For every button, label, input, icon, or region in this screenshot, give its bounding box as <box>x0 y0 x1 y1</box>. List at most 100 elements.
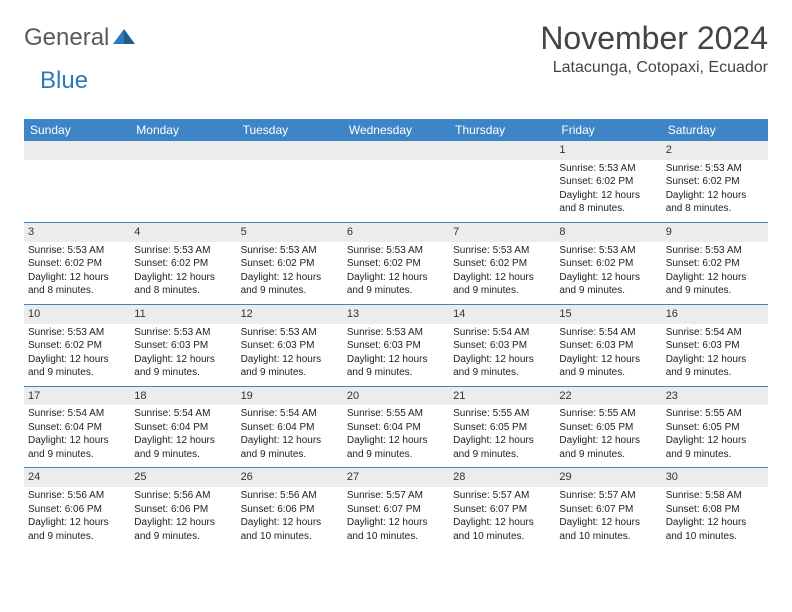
logo-text-general: General <box>24 24 109 52</box>
weekday-header: Wednesday <box>343 119 449 141</box>
day-line: Daylight: 12 hours and 9 minutes. <box>666 434 764 461</box>
day-line: Sunrise: 5:54 AM <box>666 326 764 340</box>
day-line: Daylight: 12 hours and 9 minutes. <box>559 434 657 461</box>
day-number: 6 <box>343 223 449 242</box>
day-number <box>449 141 555 160</box>
calendar-cell: 20Sunrise: 5:55 AMSunset: 6:04 PMDayligh… <box>343 386 449 468</box>
day-content: Sunrise: 5:53 AMSunset: 6:02 PMDaylight:… <box>662 242 768 304</box>
day-content: Sunrise: 5:53 AMSunset: 6:02 PMDaylight:… <box>343 242 449 304</box>
calendar-header-row: SundayMondayTuesdayWednesdayThursdayFrid… <box>24 119 768 141</box>
day-line: Sunrise: 5:53 AM <box>559 244 657 258</box>
weekday-header: Sunday <box>24 119 130 141</box>
day-line: Daylight: 12 hours and 10 minutes. <box>453 516 551 543</box>
day-line: Sunset: 6:03 PM <box>559 339 657 353</box>
day-line: Sunset: 6:02 PM <box>666 175 764 189</box>
day-line: Daylight: 12 hours and 8 minutes. <box>134 271 232 298</box>
day-line: Sunset: 6:03 PM <box>134 339 232 353</box>
day-line: Daylight: 12 hours and 10 minutes. <box>559 516 657 543</box>
day-content: Sunrise: 5:53 AMSunset: 6:02 PMDaylight:… <box>662 160 768 222</box>
day-content: Sunrise: 5:55 AMSunset: 6:05 PMDaylight:… <box>555 405 661 467</box>
day-line: Sunset: 6:03 PM <box>347 339 445 353</box>
day-number: 25 <box>130 468 236 487</box>
day-content: Sunrise: 5:53 AMSunset: 6:02 PMDaylight:… <box>24 242 130 304</box>
day-line: Daylight: 12 hours and 9 minutes. <box>559 353 657 380</box>
calendar-cell: 15 Sunrise: 5:54 AMSunset: 6:03 PMDayligh… <box>555 304 661 386</box>
day-line: Sunrise: 5:54 AM <box>559 326 657 340</box>
weekday-header: Monday <box>130 119 236 141</box>
logo: General <box>24 24 137 52</box>
day-number: 18 <box>130 387 236 406</box>
day-number: 29 <box>555 468 661 487</box>
day-content: Sunrise: 5:54 AMSunset: 6:04 PMDaylight:… <box>130 405 236 467</box>
calendar-cell: 1Sunrise: 5:53 AMSunset: 6:02 PMDaylight… <box>555 141 661 222</box>
day-line: Sunset: 6:04 PM <box>347 421 445 435</box>
calendar-cell: 29Sunrise: 5:57 AMSunset: 6:07 PMDayligh… <box>555 468 661 549</box>
day-line: Sunset: 6:02 PM <box>666 257 764 271</box>
day-line: Sunrise: 5:57 AM <box>453 489 551 503</box>
day-content: Sunrise: 5:53 AMSunset: 6:02 PMDaylight:… <box>555 242 661 304</box>
day-line: Sunset: 6:05 PM <box>453 421 551 435</box>
day-line: Sunset: 6:08 PM <box>666 503 764 517</box>
day-number: 19 <box>237 387 343 406</box>
calendar-cell: 18Sunrise: 5:54 AMSunset: 6:04 PMDayligh… <box>130 386 236 468</box>
day-line: Sunset: 6:04 PM <box>241 421 339 435</box>
day-line: Sunrise: 5:53 AM <box>559 162 657 176</box>
day-number: 7 <box>449 223 555 242</box>
day-line: Daylight: 12 hours and 9 minutes. <box>347 353 445 380</box>
day-line: Daylight: 12 hours and 9 minutes. <box>134 516 232 543</box>
day-line: Sunset: 6:02 PM <box>134 257 232 271</box>
day-number: 23 <box>662 387 768 406</box>
day-number <box>24 141 130 160</box>
calendar-cell: 6Sunrise: 5:53 AMSunset: 6:02 PMDaylight… <box>343 222 449 304</box>
day-line: Sunset: 6:02 PM <box>453 257 551 271</box>
day-line: Sunrise: 5:55 AM <box>666 407 764 421</box>
day-line: Daylight: 12 hours and 9 minutes. <box>241 271 339 298</box>
day-number: 16 <box>662 305 768 324</box>
calendar-cell: 28Sunrise: 5:57 AMSunset: 6:07 PMDayligh… <box>449 468 555 549</box>
day-content: Sunrise: 5:56 AMSunset: 6:06 PMDaylight:… <box>24 487 130 549</box>
day-content: Sunrise: 5:53 AMSunset: 6:03 PMDaylight:… <box>237 324 343 386</box>
day-line: Sunrise: 5:53 AM <box>28 326 126 340</box>
calendar-cell: 7Sunrise: 5:53 AMSunset: 6:02 PMDaylight… <box>449 222 555 304</box>
calendar-cell: 22Sunrise: 5:55 AMSunset: 6:05 PMDayligh… <box>555 386 661 468</box>
day-line: Daylight: 12 hours and 9 minutes. <box>559 271 657 298</box>
day-line: Sunrise: 5:53 AM <box>666 162 764 176</box>
day-number <box>237 141 343 160</box>
day-content: Sunrise: 5:55 AMSunset: 6:05 PMDaylight:… <box>662 405 768 467</box>
day-content: Sunrise: 5:55 AMSunset: 6:05 PMDaylight:… <box>449 405 555 467</box>
day-line: Daylight: 12 hours and 9 minutes. <box>241 434 339 461</box>
calendar-cell: 4Sunrise: 5:53 AMSunset: 6:02 PMDaylight… <box>130 222 236 304</box>
calendar-cell: 25Sunrise: 5:56 AMSunset: 6:06 PMDayligh… <box>130 468 236 549</box>
weekday-header: Thursday <box>449 119 555 141</box>
day-line: Sunrise: 5:53 AM <box>666 244 764 258</box>
day-number: 20 <box>343 387 449 406</box>
day-content: Sunrise: 5:54 AMSunset: 6:03 PMDaylight:… <box>449 324 555 386</box>
calendar-cell: 2Sunrise: 5:53 AMSunset: 6:02 PMDaylight… <box>662 141 768 222</box>
day-line: Sunrise: 5:54 AM <box>453 326 551 340</box>
day-line: Sunset: 6:02 PM <box>241 257 339 271</box>
calendar-cell: 23Sunrise: 5:55 AMSunset: 6:05 PMDayligh… <box>662 386 768 468</box>
day-line: Sunset: 6:07 PM <box>453 503 551 517</box>
day-line: Sunset: 6:07 PM <box>347 503 445 517</box>
day-number: 1 <box>555 141 661 160</box>
day-number: 9 <box>662 223 768 242</box>
day-content: Sunrise: 5:54 AMSunset: 6:04 PMDaylight:… <box>24 405 130 467</box>
day-number <box>343 141 449 160</box>
calendar-cell <box>449 141 555 222</box>
day-number: 15 <box>555 305 661 324</box>
day-number: 27 <box>343 468 449 487</box>
logo-text-blue: Blue <box>40 67 88 94</box>
calendar-cell: 5Sunrise: 5:53 AMSunset: 6:02 PMDaylight… <box>237 222 343 304</box>
day-content: Sunrise: 5:56 AMSunset: 6:06 PMDaylight:… <box>130 487 236 549</box>
day-line: Sunrise: 5:53 AM <box>241 326 339 340</box>
day-line: Sunrise: 5:57 AM <box>559 489 657 503</box>
calendar-cell: 27Sunrise: 5:57 AMSunset: 6:07 PMDayligh… <box>343 468 449 549</box>
calendar-cell: 13Sunrise: 5:53 AMSunset: 6:03 PMDayligh… <box>343 304 449 386</box>
day-line: Daylight: 12 hours and 9 minutes. <box>28 516 126 543</box>
day-line: Sunrise: 5:56 AM <box>241 489 339 503</box>
day-number: 4 <box>130 223 236 242</box>
day-line: Sunrise: 5:53 AM <box>28 244 126 258</box>
day-line: Daylight: 12 hours and 9 minutes. <box>134 434 232 461</box>
day-line: Daylight: 12 hours and 9 minutes. <box>666 353 764 380</box>
day-number: 13 <box>343 305 449 324</box>
